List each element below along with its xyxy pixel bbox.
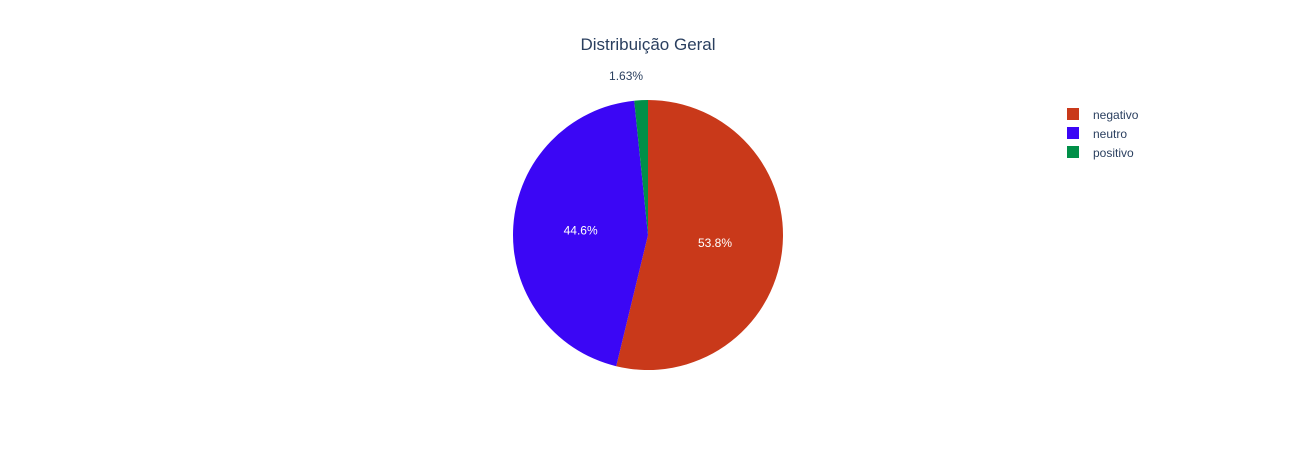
legend-label-negativo: negativo	[1093, 108, 1139, 122]
legend-label-neutro: neutro	[1093, 127, 1127, 141]
slice-label-positivo: 1.63%	[609, 69, 643, 83]
pie-slices	[513, 100, 784, 370]
legend-item-negativo[interactable]: negativo	[1067, 108, 1139, 122]
legend-swatch-positivo	[1067, 146, 1079, 158]
legend-item-neutro[interactable]: neutro	[1067, 127, 1127, 141]
chart-title: Distribuição Geral	[580, 35, 715, 54]
pie-slice-neutro[interactable]	[513, 100, 648, 367]
legend-swatch-neutro	[1067, 127, 1079, 139]
pie-slice-negativo[interactable]	[616, 100, 784, 370]
slice-label-neutro: 44.6%	[564, 223, 598, 237]
slice-label-negativo: 53.8%	[698, 236, 732, 250]
legend: negativo neutro positivo	[1067, 108, 1139, 160]
pie-slice-positivo[interactable]	[634, 100, 648, 235]
pie-slice-labels: 53.8% 44.6% 1.63%	[564, 69, 733, 250]
legend-label-positivo: positivo	[1093, 146, 1134, 160]
legend-item-positivo[interactable]: positivo	[1067, 146, 1134, 160]
legend-swatch-negativo	[1067, 108, 1079, 120]
